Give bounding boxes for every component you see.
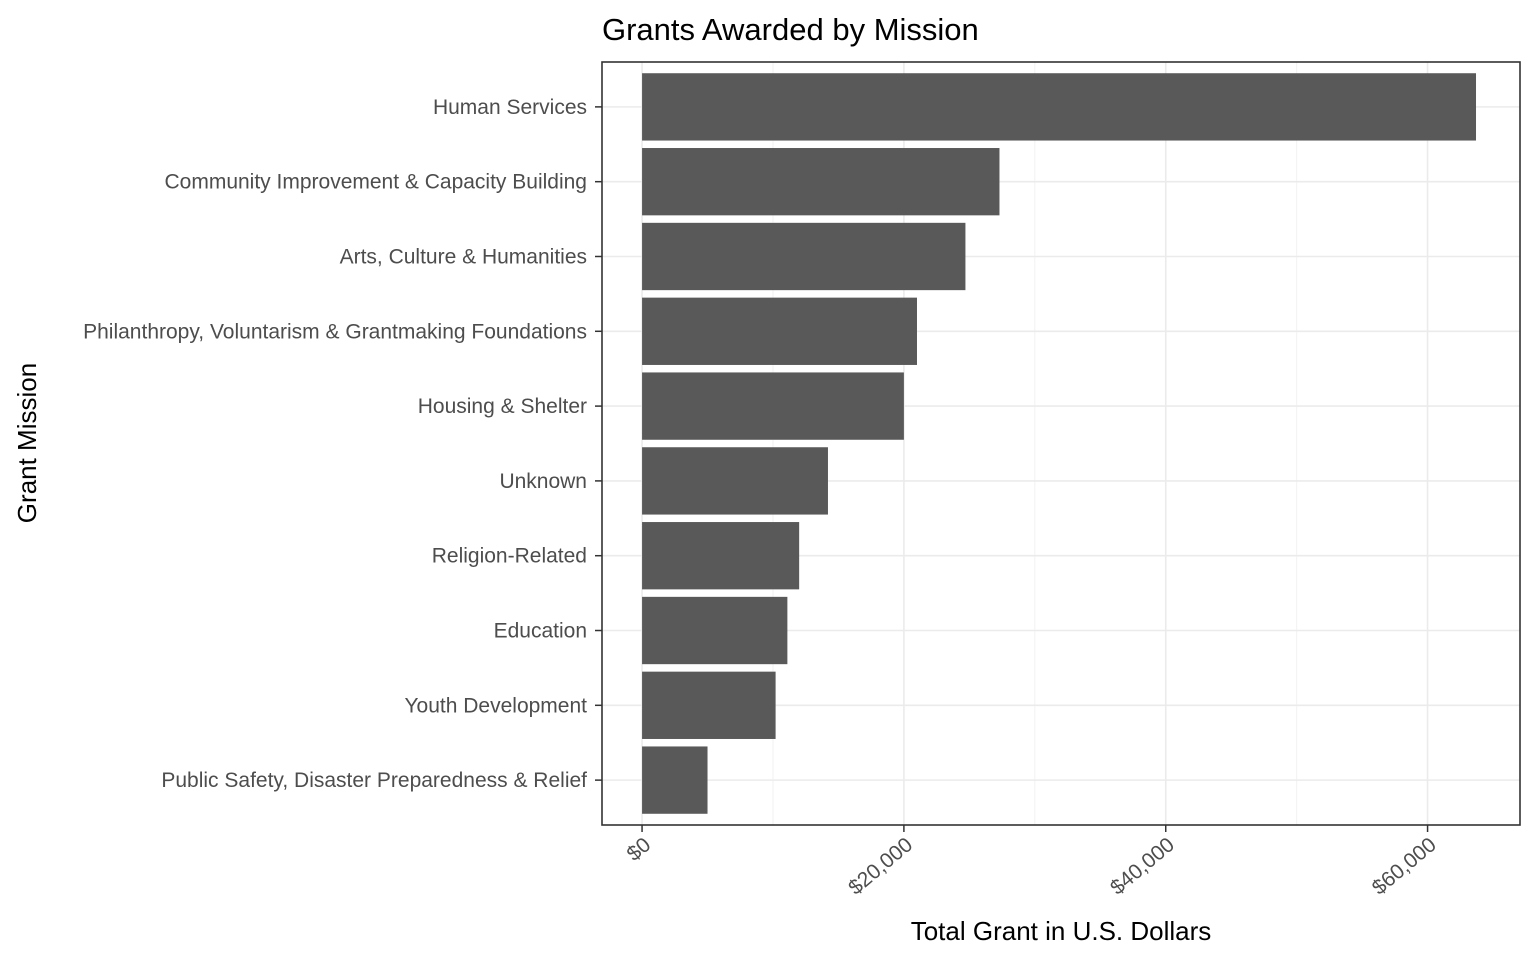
category-label: Human Services	[433, 96, 587, 119]
x-axis: $0 $20,000 $40,000 $60,000	[623, 825, 1441, 900]
category-label: Public Safety, Disaster Preparedness & R…	[161, 769, 587, 792]
bar	[642, 148, 1000, 216]
y-axis: Human Services Community Improvement & Ca…	[83, 96, 602, 792]
x-tick-label: $0	[623, 833, 656, 866]
bar	[642, 222, 966, 291]
bar	[642, 73, 1477, 141]
category-label: Unknown	[499, 470, 587, 493]
bar	[642, 522, 800, 590]
category-label: Education	[494, 620, 587, 643]
x-axis-title: Total Grant in U.S. Dollars	[911, 916, 1212, 946]
category-label: Youth Development	[404, 694, 587, 717]
bar	[642, 746, 708, 814]
x-tick-label: $60,000	[1368, 833, 1441, 899]
category-label: Religion-Related	[432, 545, 587, 568]
bars	[642, 73, 1477, 814]
bar	[642, 447, 828, 515]
plot-panel-border	[601, 61, 1521, 826]
x-tick-label: $40,000	[1106, 833, 1179, 899]
category-label: Community Improvement & Capacity Buildin…	[164, 171, 587, 194]
bar	[642, 596, 788, 665]
bar	[642, 372, 904, 440]
category-label: Philanthropy, Voluntarism & Grantmaking …	[83, 320, 587, 343]
x-tick-label: $20,000	[844, 833, 917, 899]
bar	[642, 671, 776, 739]
chart-title: Grants Awarded by Mission	[602, 12, 979, 47]
category-label: Housing & Shelter	[418, 395, 587, 418]
y-axis-title: Grant Mission	[12, 363, 42, 523]
bar	[642, 297, 917, 365]
category-label: Arts, Culture & Humanities	[340, 245, 587, 268]
